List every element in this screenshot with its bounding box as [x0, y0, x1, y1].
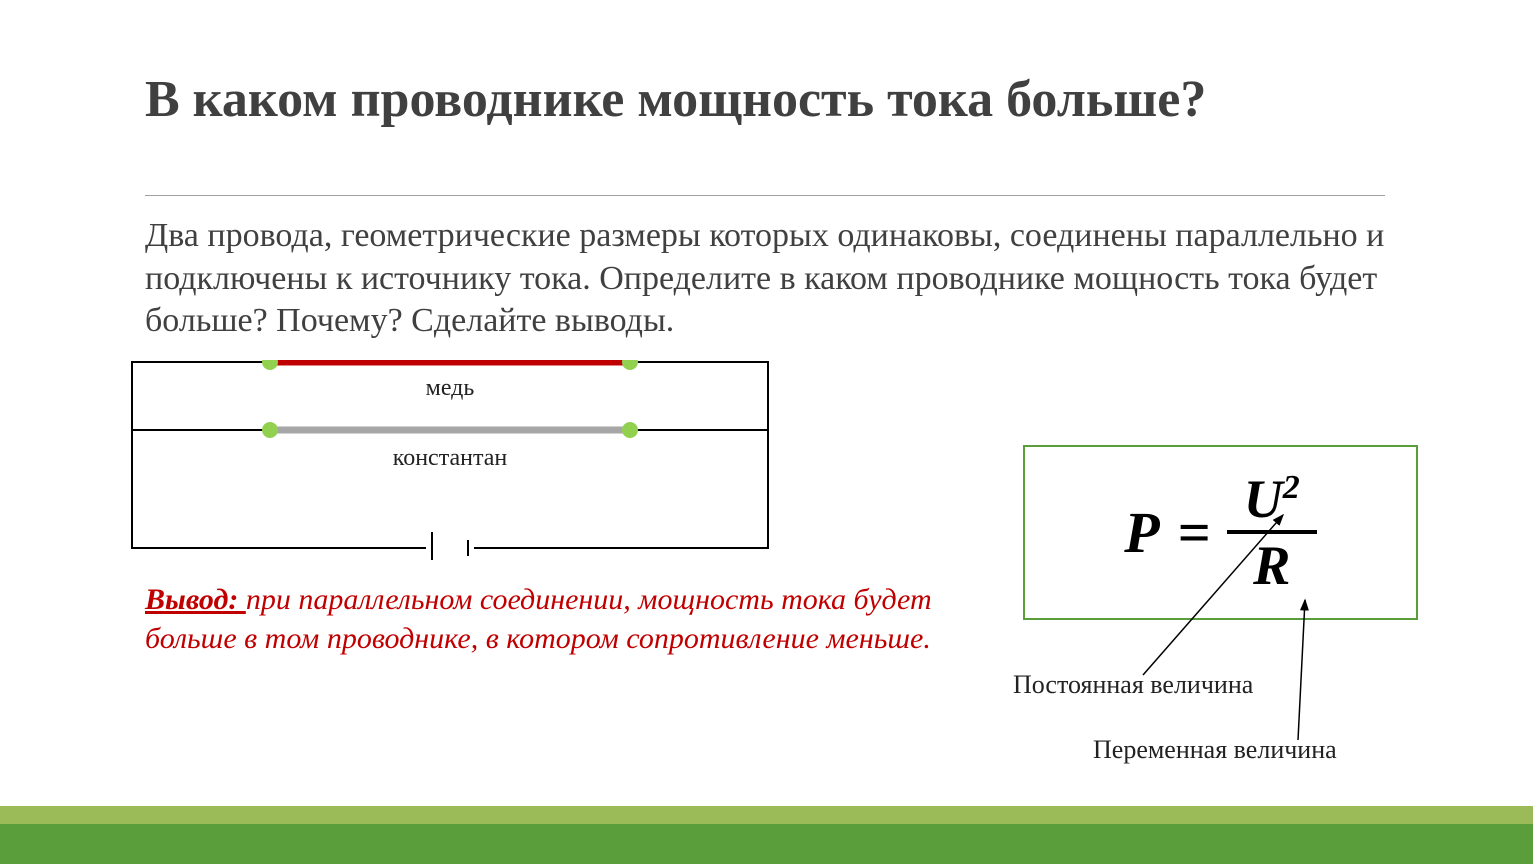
power-formula: P = U2 R [1023, 445, 1418, 620]
formula-equals: = [1178, 499, 1211, 566]
formula-P: P [1124, 499, 1159, 566]
title-rule [145, 195, 1385, 196]
formula-fraction: U2 R [1227, 471, 1317, 594]
formula-denominator: R [1253, 538, 1290, 594]
circuit-diagram: медь константан [130, 360, 770, 560]
annotation-variable: Переменная величина [1093, 735, 1337, 765]
wire-label-copper: медь [426, 375, 475, 401]
slide-title: В каком проводнике мощность тока больше? [145, 70, 1206, 129]
conclusion-lead: Вывод: [145, 583, 246, 616]
problem-text: Два провода, геометрические размеры кото… [145, 215, 1405, 343]
formula-numerator: U2 [1244, 471, 1300, 526]
footer [0, 806, 1533, 864]
footer-light-stripe [0, 806, 1533, 824]
wire-label-constantan: константан [393, 445, 508, 471]
formula-box: P = U2 R Постоянная величина Переменная … [1023, 445, 1418, 775]
annotation-constant: Постоянная величина [1013, 670, 1253, 700]
conclusion: Вывод: при параллельном соединении, мощн… [145, 580, 985, 658]
conclusion-text: при параллельном соединении, мощность то… [145, 583, 932, 655]
circuit-svg: медь константан [130, 360, 770, 560]
fraction-bar [1227, 530, 1317, 534]
footer-dark-stripe [0, 824, 1533, 864]
